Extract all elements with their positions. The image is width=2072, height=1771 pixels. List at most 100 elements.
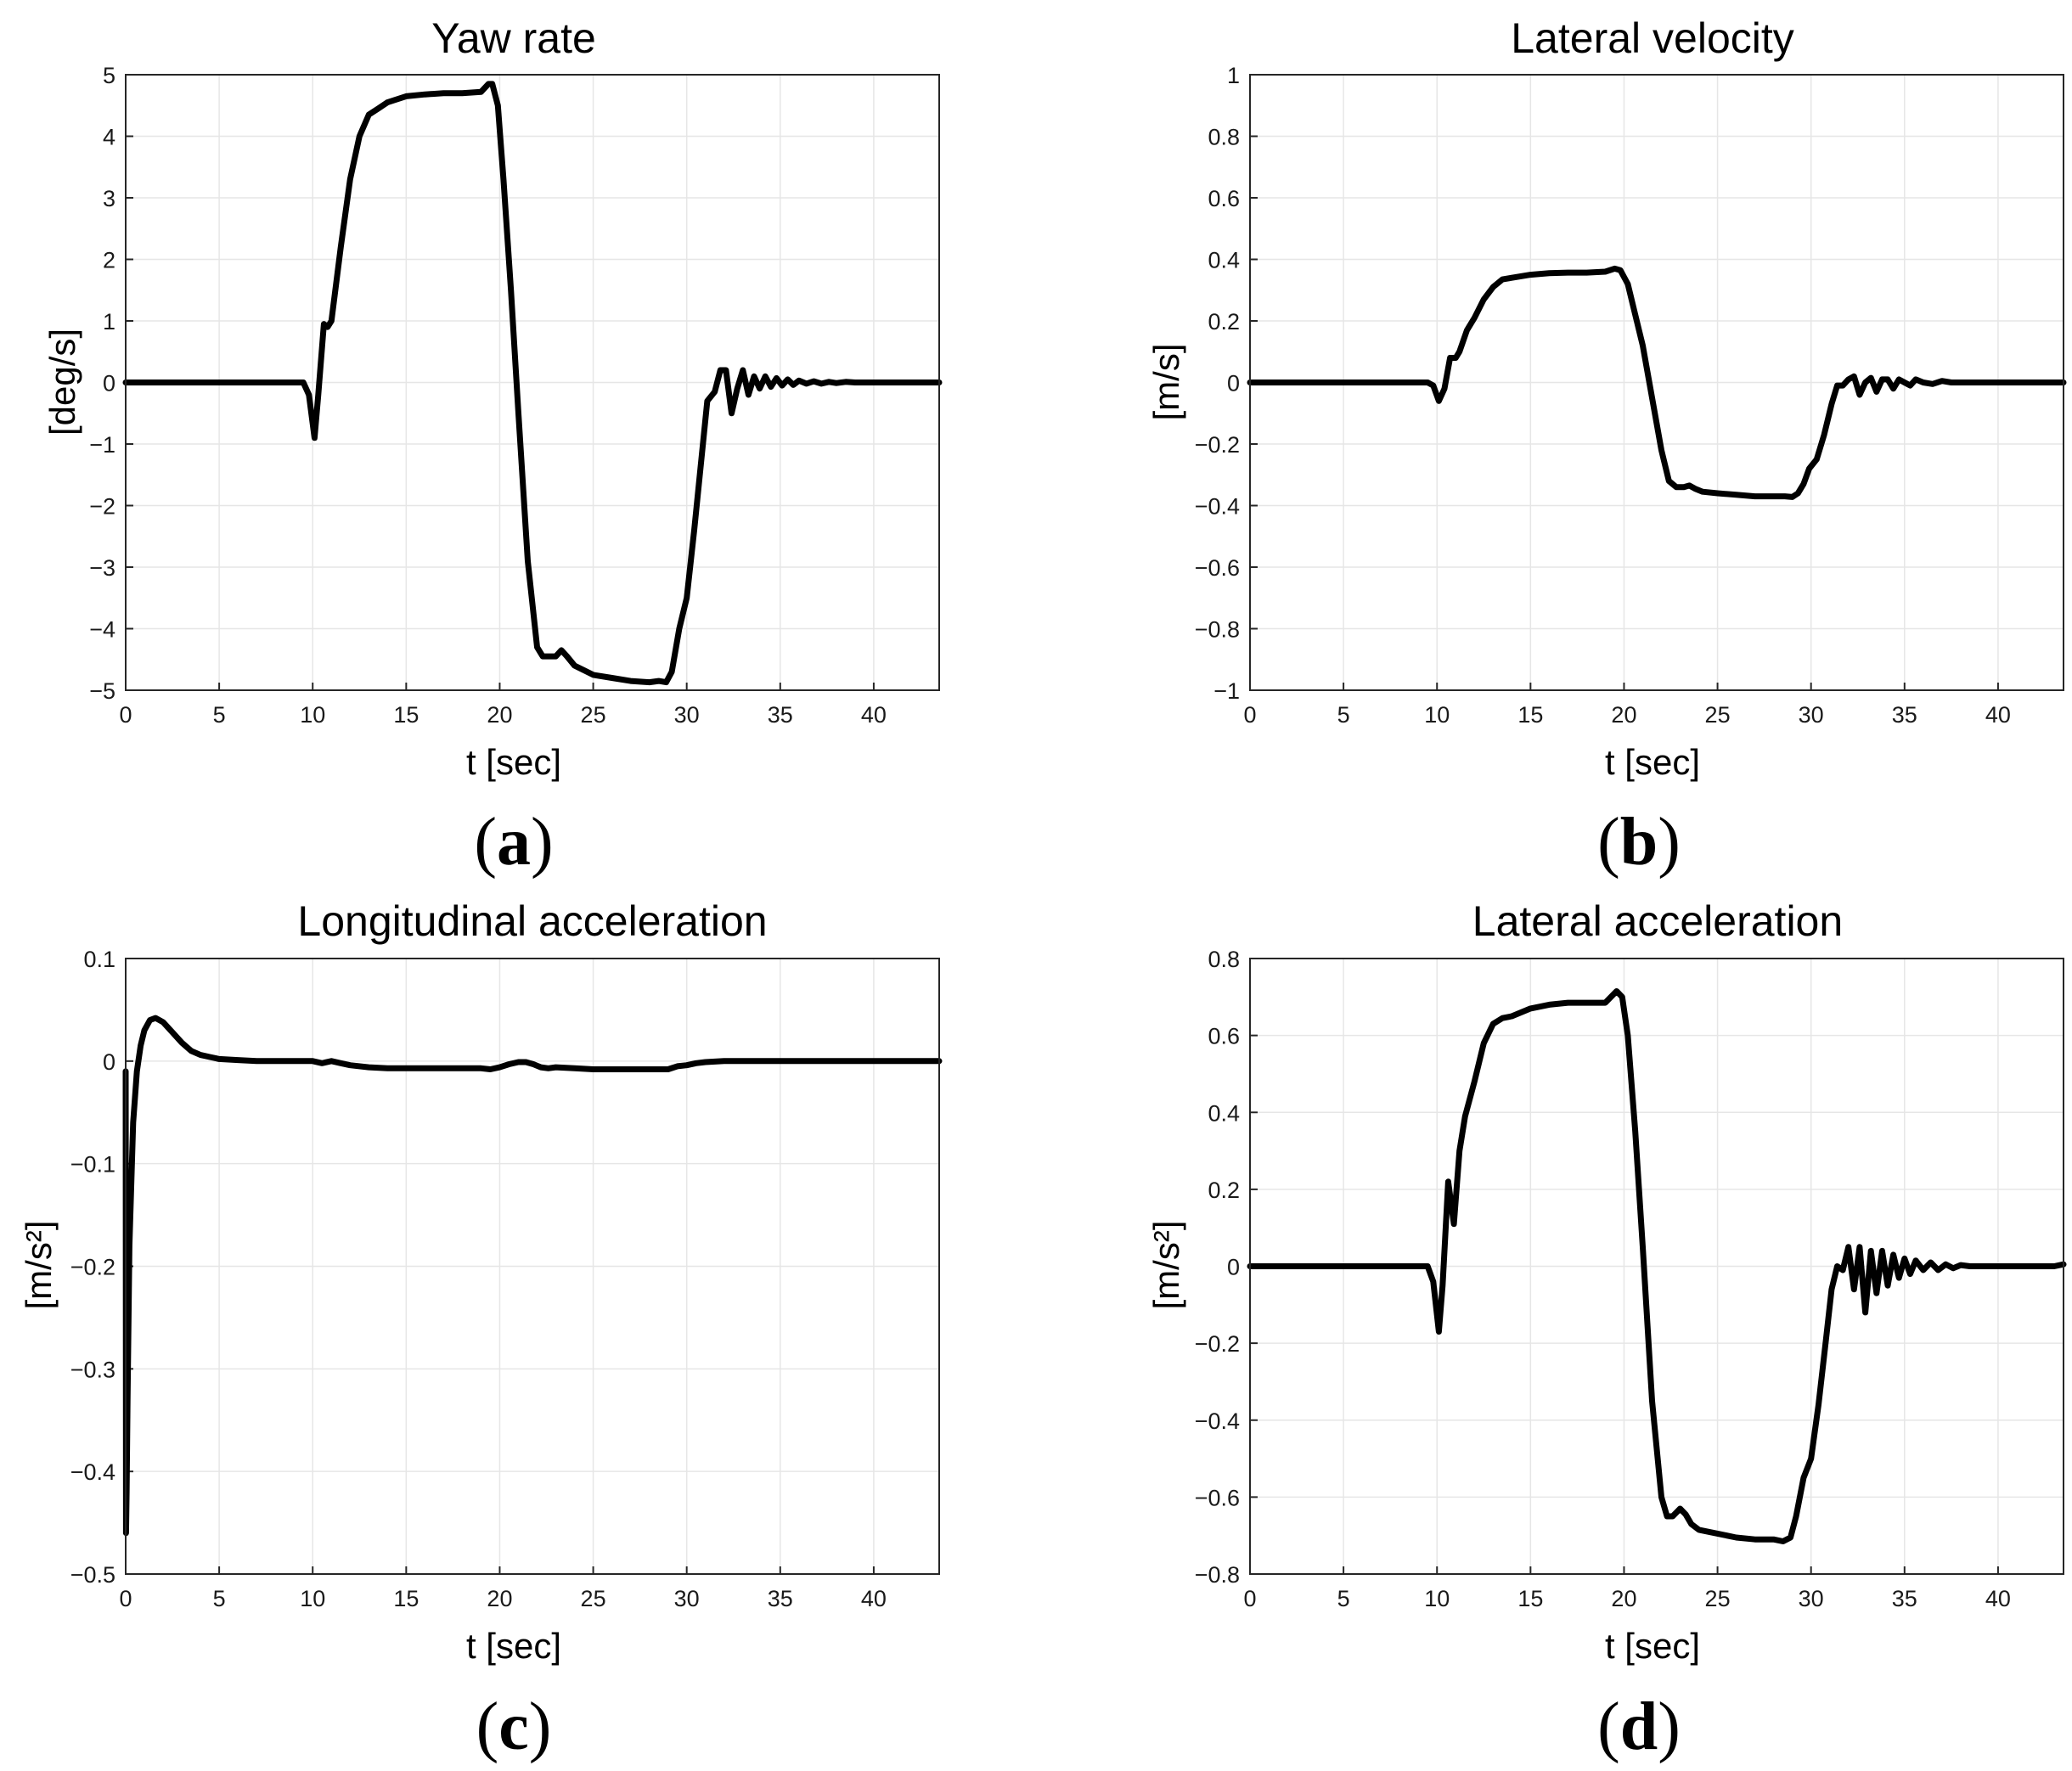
panel-c-ytick-label-3: −0.2 (70, 1255, 115, 1280)
panel-c-label-close: ) (529, 1689, 552, 1764)
panel-c-xticks: 0 5 10 15 20 25 30 35 40 (119, 1566, 887, 1611)
panel-c-xlabel: t [sec] (466, 1626, 561, 1666)
panel-d-xlabel: t [sec] (1605, 1626, 1700, 1666)
panel-b-ylabel: [m/s] (1146, 344, 1186, 421)
panel-a-ytick-label-8: −3 (89, 555, 115, 581)
panel-a-xtick-label-7: 35 (768, 702, 793, 728)
panel-a-ytick-label-4: 1 (103, 309, 115, 335)
panel-a-xtick-label-5: 25 (581, 702, 606, 728)
panel-a-ytick-label-9: −4 (89, 617, 115, 643)
panel-c-ytick-label-5: −0.4 (70, 1459, 115, 1485)
panel-c-yticks: 0.1 0 −0.1 −0.2 −0.3 −0.4 −0.5 (70, 947, 133, 1588)
panel-d-xtick-label-8: 40 (1985, 1586, 2011, 1611)
panel-b: Lateral velocity t [sec] [m/s] 0 5 10 15 20 2… (1146, 14, 2067, 880)
panel-b-ytick-label-6: −0.2 (1195, 432, 1240, 458)
panel-a-xtick-label-2: 10 (300, 702, 325, 728)
panel-d-xtick-label-7: 35 (1892, 1586, 1917, 1611)
panel-c-axes-box (125, 958, 940, 1575)
panel-d-ytick-label-8: −0.8 (1195, 1562, 1240, 1588)
panel-a-grid (125, 74, 939, 691)
panel-c-grid (125, 958, 939, 1575)
panel-b-label: (b) (1597, 805, 1681, 880)
panel-b-xtick-label-8: 40 (1985, 702, 2011, 728)
panel-c-ytick-label-1: 0 (103, 1049, 115, 1075)
panel-c-ytick-label-2: −0.1 (70, 1152, 115, 1178)
panel-d-yticks: 0.8 0.6 0.4 0.2 0 −0.2 −0.4 −0.6 −0.8 (1195, 947, 1258, 1588)
panel-d-ytick-label-6: −0.4 (1195, 1408, 1240, 1434)
panel-a-xtick-label-0: 0 (119, 702, 132, 728)
panel-b-label-close: ) (1658, 805, 1681, 880)
panel-b-ytick-label-1: 0.8 (1208, 125, 1240, 150)
panel-c-xtick-label-4: 20 (487, 1586, 512, 1611)
panel-d-xtick-label-1: 5 (1337, 1586, 1350, 1611)
panel-c-xtick-label-5: 25 (581, 1586, 606, 1611)
panel-a-xticks: 0 5 10 15 20 25 30 35 40 (119, 683, 887, 728)
panel-b-xticks: 0 5 10 15 20 25 30 35 40 (1243, 683, 2011, 728)
panel-d-ytick-label-2: 0.4 (1208, 1100, 1240, 1126)
panel-d-ytick-label-3: 0.2 (1208, 1178, 1240, 1203)
panel-c-label-letter: c (498, 1689, 529, 1764)
panel-d-ylabel: [m/s²] (1146, 1221, 1186, 1310)
panel-b-ytick-label-8: −0.6 (1195, 555, 1240, 581)
panel-a-xlabel: t [sec] (466, 742, 561, 782)
panel-d-xtick-label-3: 15 (1517, 1586, 1543, 1611)
panel-a-yticks: 5 4 3 2 1 0 −1 −2 −3 −4 −5 (89, 63, 133, 704)
panel-c-ylabel: [m/s²] (19, 1221, 59, 1310)
panel-b-ytick-label-9: −0.8 (1195, 617, 1240, 643)
panel-b-xlabel: t [sec] (1605, 742, 1700, 782)
panel-a-label-open: ( (474, 805, 497, 880)
panel-c-xtick-label-0: 0 (119, 1586, 132, 1611)
panel-a-title: Yaw rate (431, 14, 596, 62)
panel-d-xtick-label-2: 10 (1424, 1586, 1450, 1611)
panel-b-axes-box (1249, 74, 2064, 691)
panel-a-ylabel: [deg/s] (42, 329, 82, 436)
panel-d-label: (d) (1597, 1689, 1681, 1764)
panel-b-yticks: 1 0.8 0.6 0.4 0.2 0 −0.2 −0.4 −0.6 −0.8 −1 (1195, 63, 1258, 704)
panel-a-axes-box (125, 74, 940, 691)
panel-a-ytick-label-10: −5 (89, 678, 115, 704)
panel-d-xtick-label-4: 20 (1611, 1586, 1636, 1611)
panel-d-xtick-label-6: 30 (1799, 1586, 1824, 1611)
panel-c-xtick-label-6: 30 (674, 1586, 700, 1611)
panel-d-ytick-label-4: 0 (1227, 1255, 1240, 1280)
panel-d: Lateral acceleration t [sec] [m/s²] 0 5 10… (1146, 897, 2067, 1764)
panel-c-xtick-label-1: 5 (213, 1586, 226, 1611)
panel-a-xtick-label-6: 30 (674, 702, 700, 728)
panel-b-title: Lateral velocity (1511, 14, 1794, 62)
panel-a-ytick-label-1: 4 (103, 125, 115, 150)
panel-b-series-line (1247, 265, 2067, 500)
panel-c-title: Longitudinal acceleration (297, 897, 767, 945)
panel-b-ytick-label-4: 0.2 (1208, 309, 1240, 335)
panel-b-xtick-label-3: 15 (1517, 702, 1543, 728)
panel-b-ytick-label-2: 0.6 (1208, 186, 1240, 211)
panel-a-xtick-label-4: 20 (487, 702, 512, 728)
panel-a-ytick-label-3: 2 (103, 248, 115, 273)
panel-b-ytick-label-10: −1 (1213, 678, 1240, 704)
panel-c-xtick-label-8: 40 (861, 1586, 887, 1611)
panel-d-ytick-label-5: −0.2 (1195, 1331, 1240, 1357)
panel-b-ytick-label-0: 1 (1227, 63, 1240, 88)
panel-d-label-open: ( (1597, 1689, 1620, 1764)
panel-d-ytick-label-7: −0.6 (1195, 1485, 1240, 1510)
panel-b-ytick-label-5: 0 (1227, 371, 1240, 396)
panel-b-xtick-label-6: 30 (1799, 702, 1824, 728)
panel-a-xtick-label-3: 15 (393, 702, 419, 728)
panel-a-ytick-label-5: 0 (103, 371, 115, 396)
panel-d-label-close: ) (1658, 1689, 1681, 1764)
panel-c-label: (c) (476, 1689, 552, 1764)
panel-b-xtick-label-1: 5 (1337, 702, 1350, 728)
panel-b-xtick-label-4: 20 (1611, 702, 1636, 728)
panel-c-series-line (122, 1015, 943, 1537)
panel-a-ytick-label-0: 5 (103, 63, 115, 88)
panel-a-label-close: ) (531, 805, 554, 880)
panel-a-xtick-label-1: 5 (213, 702, 226, 728)
panel-d-axes-box (1249, 958, 2064, 1575)
panel-a-label: (a) (474, 805, 553, 880)
panel-a-ytick-label-2: 3 (103, 186, 115, 211)
panel-b-xtick-label-0: 0 (1243, 702, 1256, 728)
panel-d-title: Lateral acceleration (1472, 897, 1843, 945)
panel-c-xtick-label-7: 35 (768, 1586, 793, 1611)
panel-d-xtick-label-5: 25 (1705, 1586, 1731, 1611)
panel-c-ytick-label-6: −0.5 (70, 1562, 115, 1588)
